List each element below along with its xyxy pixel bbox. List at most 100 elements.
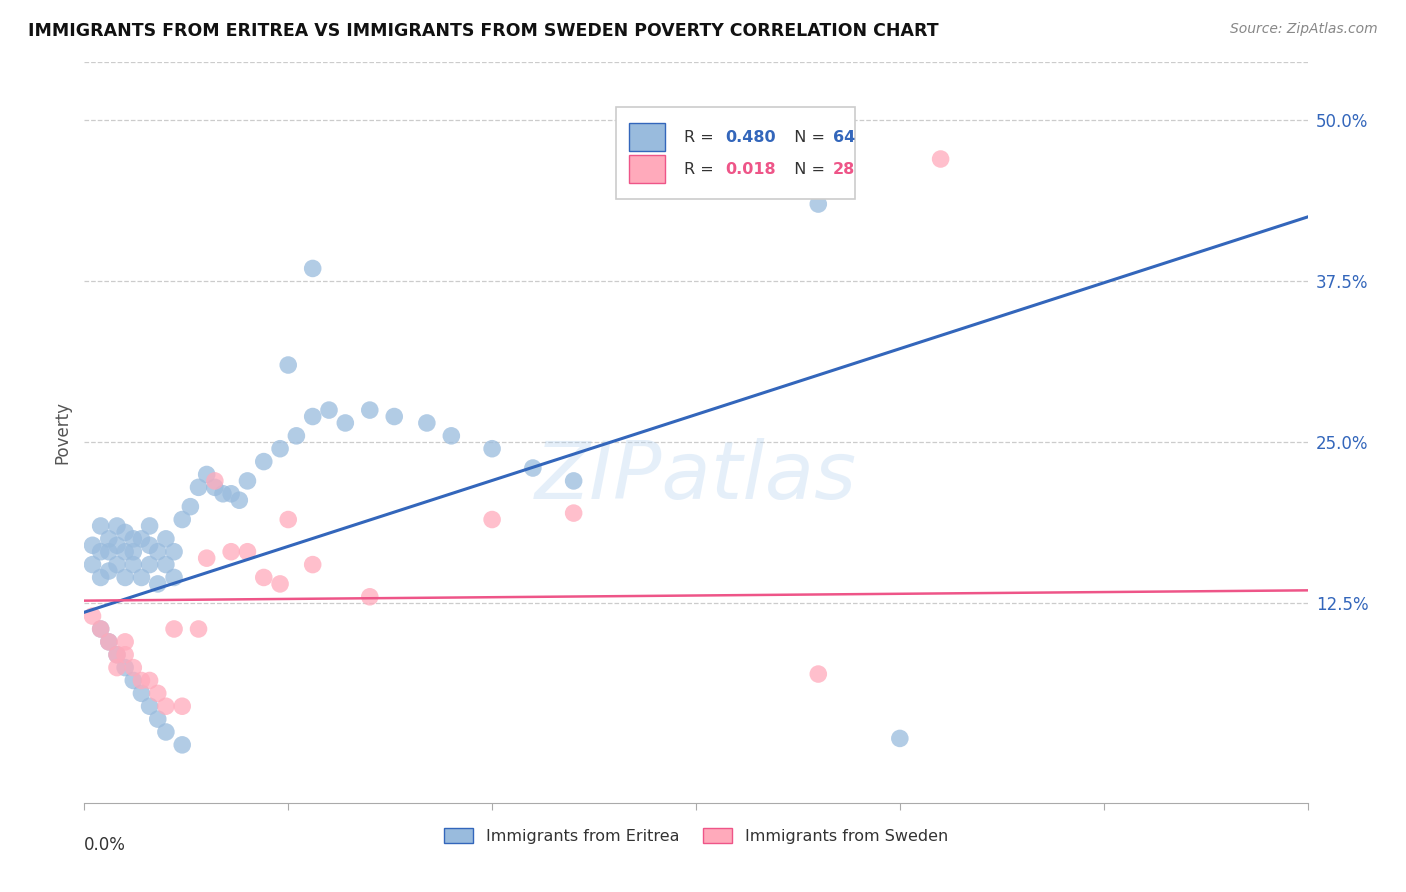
Point [138,699,160,714]
Point [187,480,209,494]
Point [889,731,911,746]
Point [90,545,112,559]
Point [90,622,112,636]
Point [146,545,169,559]
Text: 0.480: 0.480 [725,129,776,145]
Point [562,474,585,488]
Text: ZIPatlas: ZIPatlas [534,438,858,516]
Point [236,545,259,559]
Point [105,519,128,533]
Point [105,660,128,674]
Point [82,538,104,552]
Point [131,673,153,688]
Point [163,545,186,559]
Point [269,577,291,591]
Point [172,738,194,752]
Point [97,532,120,546]
Text: R =: R = [683,129,718,145]
Text: 64: 64 [832,129,855,145]
Point [105,648,128,662]
Legend: Immigrants from Eritrea, Immigrants from Sweden: Immigrants from Eritrea, Immigrants from… [437,822,955,850]
Point [195,467,218,482]
Point [114,545,136,559]
Point [97,564,120,578]
Point [114,648,136,662]
Point [122,673,145,688]
Point [359,590,381,604]
Point [155,532,177,546]
Point [146,577,169,591]
Point [131,570,153,584]
Point [138,673,160,688]
Point [195,551,218,566]
Point [146,712,169,726]
Point [481,512,503,526]
Point [82,609,104,624]
Point [82,558,104,572]
Point [301,558,323,572]
Point [277,512,299,526]
Point [105,538,128,552]
FancyBboxPatch shape [616,107,855,200]
Point [114,635,136,649]
Point [228,493,250,508]
FancyBboxPatch shape [628,123,665,152]
Point [382,409,405,424]
Point [204,474,226,488]
Point [105,558,128,572]
Point [172,512,194,526]
Point [114,525,136,540]
Point [155,699,177,714]
Point [131,532,153,546]
Point [97,545,120,559]
Point [277,358,299,372]
Point [301,261,323,276]
Point [90,570,112,584]
Text: 28: 28 [832,161,855,177]
Point [285,429,308,443]
Point [179,500,201,514]
Text: 0.0%: 0.0% [84,836,127,855]
Point [318,403,340,417]
Point [122,545,145,559]
Point [562,506,585,520]
Point [155,725,177,739]
Text: R =: R = [683,161,718,177]
Point [122,532,145,546]
Y-axis label: Poverty: Poverty [53,401,72,464]
Point [138,538,160,552]
Point [212,487,235,501]
Point [97,635,120,649]
Point [138,558,160,572]
Point [122,660,145,674]
Point [97,635,120,649]
Text: IMMIGRANTS FROM ERITREA VS IMMIGRANTS FROM SWEDEN POVERTY CORRELATION CHART: IMMIGRANTS FROM ERITREA VS IMMIGRANTS FR… [28,22,939,40]
Point [269,442,291,456]
Point [163,622,186,636]
Point [122,558,145,572]
Text: N =: N = [785,161,830,177]
Point [131,686,153,700]
Point [219,545,242,559]
Point [440,429,463,443]
Point [138,519,160,533]
Point [522,461,544,475]
Point [114,570,136,584]
Point [481,442,503,456]
Point [90,519,112,533]
Point [187,622,209,636]
Point [335,416,357,430]
Point [90,622,112,636]
Point [416,416,439,430]
Point [163,570,186,584]
Point [807,667,830,681]
Point [253,570,276,584]
Text: N =: N = [785,129,830,145]
Point [155,558,177,572]
Point [204,480,226,494]
Point [146,686,169,700]
Point [219,487,242,501]
Point [105,648,128,662]
Text: Source: ZipAtlas.com: Source: ZipAtlas.com [1230,22,1378,37]
Point [253,454,276,468]
